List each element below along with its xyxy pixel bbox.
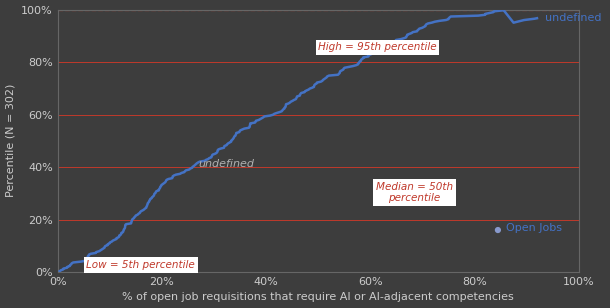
Text: undefined: undefined <box>545 13 601 23</box>
Point <box>493 228 503 233</box>
Y-axis label: Percentile (N = 302): Percentile (N = 302) <box>5 84 16 197</box>
Text: Open Jobs: Open Jobs <box>506 223 562 233</box>
Text: Low = 5th percentile: Low = 5th percentile <box>86 260 195 270</box>
Text: Median = 50th
percentile: Median = 50th percentile <box>376 181 453 203</box>
X-axis label: % of open job requisitions that require AI or AI-adjacent competencies: % of open job requisitions that require … <box>122 292 514 302</box>
Text: High = 95th percentile: High = 95th percentile <box>318 42 437 52</box>
Text: undefined: undefined <box>198 159 254 169</box>
